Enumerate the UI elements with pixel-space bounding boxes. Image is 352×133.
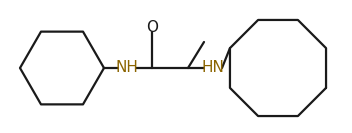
Text: O: O xyxy=(146,20,158,36)
Text: NH: NH xyxy=(115,61,138,76)
Text: HN: HN xyxy=(202,61,225,76)
